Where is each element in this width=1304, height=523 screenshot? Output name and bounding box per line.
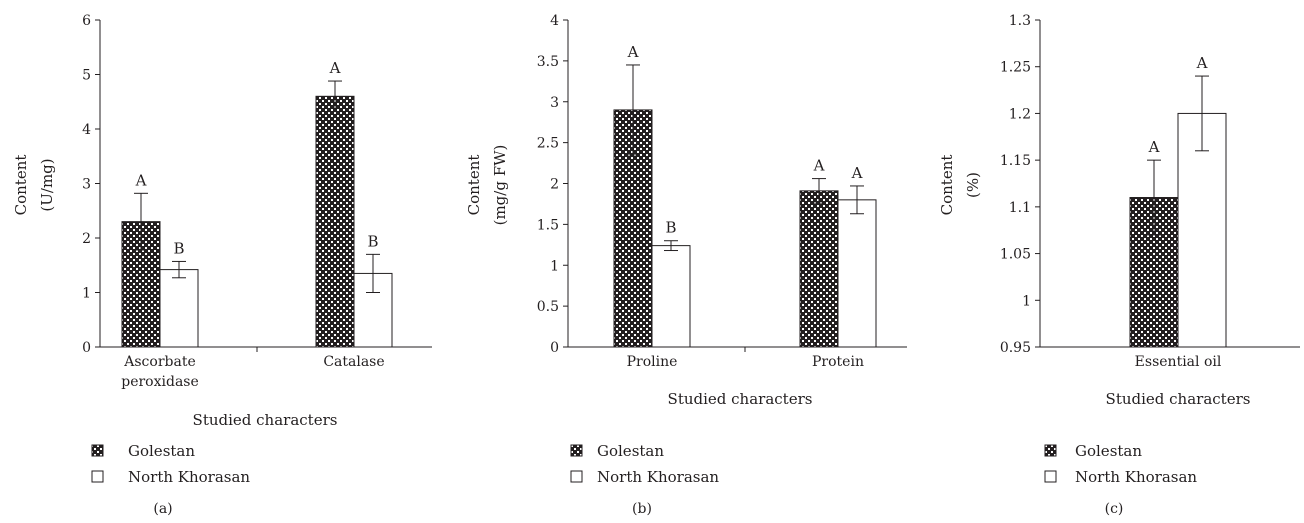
y-tick-label: 1.15 bbox=[1000, 153, 1031, 169]
y-axis-title-line-2: (%) bbox=[964, 172, 982, 198]
bar-golestan-protein bbox=[799, 190, 839, 348]
bar-north-khorasan-proline bbox=[651, 245, 691, 348]
y-tick-label: 1 bbox=[1022, 293, 1031, 309]
panel-label: (c) bbox=[1105, 501, 1124, 517]
legend-label-north-khorasan: North Khorasan bbox=[1075, 468, 1197, 486]
y-axis-title-line-2: (U/mg) bbox=[38, 158, 56, 211]
legend-label-golestan: Golestan bbox=[1075, 442, 1142, 460]
x-axis-title: Studied characters bbox=[193, 411, 338, 429]
y-tick-label: 0.5 bbox=[537, 299, 559, 315]
category-label-ascorbate-peroxidase: Ascorbate bbox=[123, 354, 195, 370]
y-tick-label: 5 bbox=[82, 68, 91, 84]
x-axis-title: Studied characters bbox=[668, 390, 813, 408]
bar-north-khorasan-essential-oil bbox=[1177, 112, 1227, 348]
y-tick-label: 1.3 bbox=[1009, 13, 1031, 29]
y-axis-title-line-1: Content bbox=[938, 155, 956, 216]
panel-label: (a) bbox=[153, 501, 172, 517]
y-tick-label: 1.05 bbox=[1000, 247, 1031, 263]
legend-label-golestan: Golestan bbox=[128, 442, 195, 460]
y-axis-title: Content (U/mg) bbox=[12, 155, 56, 216]
y-tick-label: 3 bbox=[550, 95, 559, 111]
y-tick-label: 1.5 bbox=[537, 217, 559, 233]
y-axis-title-line-1: Content bbox=[12, 155, 30, 216]
bar-north-khorasan-ascorbate-peroxidase bbox=[159, 269, 199, 348]
significance-letter: B bbox=[367, 232, 378, 250]
y-tick-label: 4 bbox=[550, 13, 559, 29]
panel-c: Content (%) 0.95 1 1.05 1.1 1.15 1.2 1.25 1.3 Es… bbox=[938, 13, 1300, 517]
y-tick-label: 1.1 bbox=[1009, 200, 1031, 216]
y-axis-title: Content (%) bbox=[938, 155, 982, 216]
panel-label: (b) bbox=[632, 501, 652, 517]
category-label-proline: Proline bbox=[627, 354, 678, 370]
y-axis-title-line-2: (mg/g FW) bbox=[491, 145, 509, 226]
y-tick-label: 2 bbox=[550, 177, 559, 193]
category-label-protein: Protein bbox=[812, 354, 864, 370]
y-tick-label: 3 bbox=[82, 177, 91, 193]
legend-swatch-north-khorasan bbox=[1044, 470, 1057, 483]
y-tick-label: 2 bbox=[82, 231, 91, 247]
y-tick-label: 2.5 bbox=[537, 136, 559, 152]
category-label-catalase: Catalase bbox=[323, 354, 384, 370]
significance-letter: B bbox=[665, 219, 676, 237]
legend-label-north-khorasan: North Khorasan bbox=[128, 468, 250, 486]
significance-letter: A bbox=[851, 164, 863, 182]
y-axis-title: Content (mg/g FW) bbox=[465, 145, 509, 226]
legend-swatch-golestan bbox=[91, 444, 104, 457]
bar-north-khorasan-protein bbox=[837, 199, 877, 348]
significance-letter: A bbox=[329, 59, 341, 77]
significance-letter: A bbox=[1148, 138, 1160, 156]
significance-letter: B bbox=[173, 239, 184, 257]
y-tick-label: 3.5 bbox=[537, 54, 559, 70]
legend-label-golestan: Golestan bbox=[597, 442, 664, 460]
significance-letter: A bbox=[813, 157, 825, 175]
legend-swatch-north-khorasan bbox=[570, 470, 583, 483]
y-tick-label: 4 bbox=[82, 122, 91, 138]
category-label-essential-oil: Essential oil bbox=[1135, 354, 1222, 370]
y-tick-label: 1.25 bbox=[1000, 60, 1031, 76]
y-tick-label: 1 bbox=[550, 258, 559, 274]
bar-golestan-catalase bbox=[315, 95, 355, 348]
y-tick-label: 0 bbox=[82, 340, 91, 356]
y-tick-label: 6 bbox=[82, 13, 91, 29]
x-axis-title: Studied characters bbox=[1106, 390, 1251, 408]
y-tick-label: 0.95 bbox=[1000, 340, 1031, 356]
legend-swatch-golestan bbox=[1044, 444, 1057, 457]
legend-label-north-khorasan: North Khorasan bbox=[597, 468, 719, 486]
category-label-ascorbate-peroxidase: peroxidase bbox=[121, 374, 199, 390]
legend-swatch-north-khorasan bbox=[91, 470, 104, 483]
y-axis-title-line-1: Content bbox=[465, 155, 483, 216]
y-tick-label: 1 bbox=[82, 286, 91, 302]
y-tick-label: 1.2 bbox=[1009, 106, 1031, 122]
significance-letter: A bbox=[1196, 54, 1208, 72]
significance-letter: A bbox=[627, 43, 639, 61]
panel-b: Content (mg/g FW) 0 0.5 1 1.5 2 2.5 3 3.5 4 Proli… bbox=[465, 13, 907, 517]
significance-letter: A bbox=[135, 171, 147, 189]
panel-a: Content (U/mg) 0 1 2 3 4 5 6 Ascorbate peroxidas… bbox=[12, 13, 432, 517]
y-tick-label: 0 bbox=[550, 340, 559, 356]
legend-swatch-golestan bbox=[570, 444, 583, 457]
